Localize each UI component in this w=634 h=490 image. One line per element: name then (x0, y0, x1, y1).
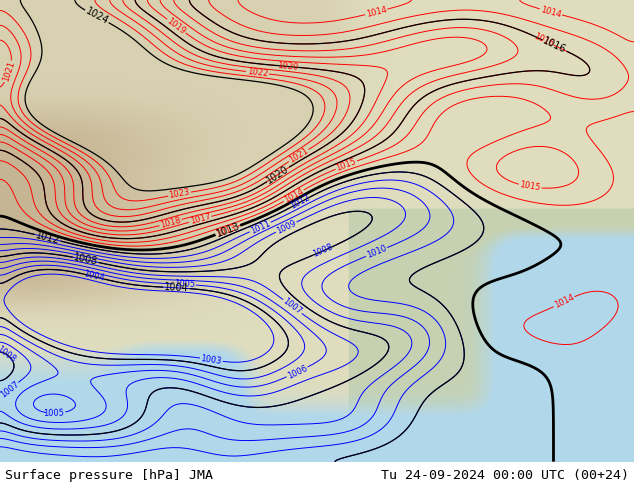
Text: Tu 24-09-2024 00:00 UTC (00+24): Tu 24-09-2024 00:00 UTC (00+24) (381, 469, 629, 482)
Text: 1012: 1012 (34, 230, 61, 245)
Text: 1014: 1014 (553, 293, 576, 310)
Text: Surface pressure [hPa] JMA: Surface pressure [hPa] JMA (5, 469, 213, 482)
Text: 1024: 1024 (84, 6, 110, 26)
Text: 1014: 1014 (540, 5, 562, 19)
Text: 1008: 1008 (311, 243, 334, 259)
Text: 1010: 1010 (365, 244, 388, 260)
Text: 1015: 1015 (335, 157, 358, 173)
Text: 1003: 1003 (200, 354, 223, 366)
Text: 1016: 1016 (541, 36, 568, 55)
Text: 1021: 1021 (287, 146, 310, 165)
Text: 1022: 1022 (247, 67, 268, 78)
Text: 1007: 1007 (281, 296, 304, 317)
Text: 1018: 1018 (159, 216, 182, 230)
Text: 1004: 1004 (82, 270, 105, 283)
Text: 1019: 1019 (165, 16, 188, 36)
Text: 1009: 1009 (275, 219, 297, 236)
Text: 1011: 1011 (249, 219, 271, 236)
Text: 1016: 1016 (532, 32, 555, 49)
Text: 1023: 1023 (169, 188, 191, 200)
Text: 1015: 1015 (519, 180, 541, 193)
Text: 1020: 1020 (277, 61, 299, 72)
Text: 1008: 1008 (73, 252, 99, 267)
Text: 1021: 1021 (1, 60, 16, 83)
Text: 1004: 1004 (164, 282, 189, 294)
Text: 1014: 1014 (365, 5, 387, 19)
Text: 1005: 1005 (174, 279, 195, 290)
Text: 1007: 1007 (0, 380, 21, 400)
Text: 1013: 1013 (215, 221, 241, 239)
Text: 1020: 1020 (265, 164, 291, 185)
Text: 1008: 1008 (0, 344, 17, 364)
Text: 1014: 1014 (282, 187, 305, 205)
Text: 1013: 1013 (214, 223, 237, 239)
Text: 1017: 1017 (189, 212, 212, 226)
Text: 1005: 1005 (44, 409, 65, 418)
Text: 1006: 1006 (286, 364, 309, 381)
Text: 1012: 1012 (289, 193, 312, 211)
